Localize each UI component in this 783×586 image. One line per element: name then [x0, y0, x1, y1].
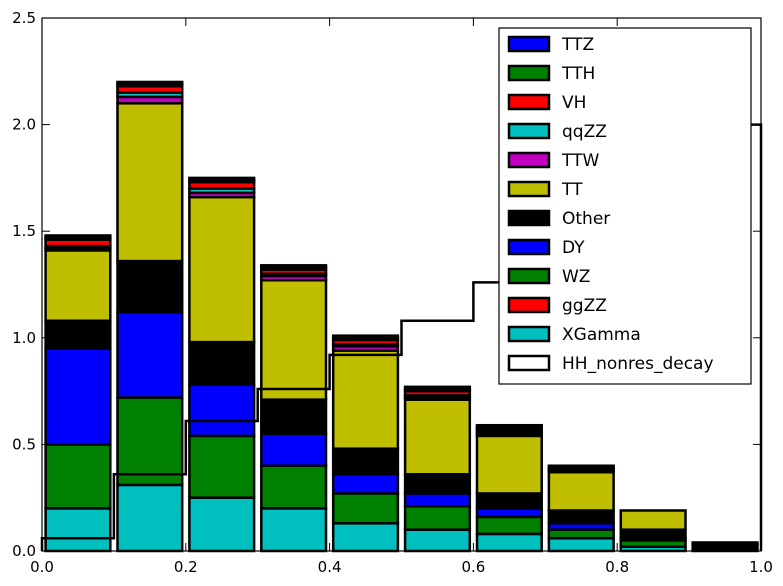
bar-segment-tt-bin-4 — [331, 349, 400, 450]
bar-segment-dy-bin-3 — [260, 432, 328, 467]
bars-layer — [44, 80, 759, 553]
bar-segment-other-bin-4 — [331, 447, 400, 476]
bar-segment-xgamma-bin-0 — [44, 507, 112, 553]
y-tick-label: 2.0 — [12, 116, 36, 134]
legend-label-xgamma: XGamma — [562, 325, 641, 345]
y-tick-label: 0.0 — [12, 542, 36, 560]
bar-segment-ttz-bin-4 — [331, 334, 400, 340]
legend-swatch-ttw — [507, 151, 551, 169]
bar-segment-dy-bin-4 — [331, 472, 400, 495]
x-tick-label: 0.4 — [318, 558, 342, 576]
bar-segment-wz-bin-0 — [44, 443, 112, 510]
bar-segment-tt-bin-2 — [188, 195, 256, 344]
bar-segment-tt-bin-8 — [619, 509, 687, 531]
legend-swatch-tt — [507, 180, 551, 198]
legend-label-ttz: TTZ — [561, 35, 594, 55]
y-tick-label: 0.5 — [12, 435, 36, 453]
legend-swatch-wz — [507, 267, 551, 285]
bar-segment-wz-bin-2 — [188, 434, 256, 499]
legend-swatch-hh_nonres_decay — [507, 354, 551, 372]
bar-segment-tt-bin-5 — [403, 398, 472, 476]
legend-label-vh: VH — [562, 93, 586, 113]
bar-segment-xgamma-bin-4 — [331, 522, 400, 553]
legend-label-qqzz: qqZZ — [562, 122, 607, 142]
bar-segment-other-bin-2 — [188, 340, 256, 386]
bar-segment-xgamma-bin-6 — [475, 532, 543, 553]
bar-segment-other-bin-1 — [116, 259, 184, 314]
bar-segment-other-bin-8 — [619, 528, 687, 540]
bar-segment-xgamma-bin-5 — [403, 528, 472, 553]
legend-label-dy: DY — [562, 238, 585, 258]
legend-swatch-tth — [507, 64, 551, 82]
y-tick-label: 1.0 — [12, 329, 36, 347]
bar-segment-wz-bin-7 — [547, 528, 615, 540]
legend-swatch-ggzz — [507, 296, 551, 314]
bar-segment-wz-bin-5 — [403, 504, 472, 531]
x-tick-label: 1.0 — [749, 558, 773, 576]
legend-label-hh_nonres_decay: HH_nonres_decay — [562, 354, 714, 374]
bar-segment-wz-bin-1 — [116, 396, 184, 487]
bar-segment-tt-bin-9 — [691, 541, 759, 546]
bar-segment-tt-bin-0 — [44, 249, 112, 322]
bar-segment-tth-bin-7 — [547, 464, 615, 470]
bar-segment-other-bin-0 — [44, 319, 112, 350]
y-tick-label: 2.5 — [12, 9, 36, 27]
bar-segment-xgamma-bin-2 — [188, 496, 256, 553]
bar-segment-xgamma-bin-3 — [260, 507, 328, 553]
bar-segment-dy-bin-1 — [116, 310, 184, 399]
axis-ticks: 0.0 0.2 0.4 0.6 0.8 1.0 0.0 0.5 1.0 1.5 2.0 2.5 — [12, 9, 773, 576]
bar-segment-wz-bin-3 — [260, 464, 328, 510]
bar-segment-tt-bin-1 — [116, 102, 184, 263]
bar-segment-ttz-bin-1 — [116, 80, 184, 86]
bar-segment-other-bin-7 — [547, 509, 615, 525]
legend-box — [498, 27, 752, 385]
bar-segment-dy-bin-2 — [188, 383, 256, 438]
bar-segment-xgamma-bin-1 — [116, 483, 184, 553]
bar-segment-ttz-bin-5 — [403, 385, 472, 391]
bar-segment-other-bin-5 — [403, 472, 472, 495]
legend-label-wz: WZ — [562, 267, 590, 287]
legend-label-tth: TTH — [561, 64, 595, 84]
x-tick-label: 0.0 — [30, 558, 54, 576]
bar-segment-tt-bin-7 — [547, 470, 615, 512]
bar-segment-wz-bin-6 — [475, 515, 543, 536]
legend-swatch-qqzz — [507, 122, 551, 140]
x-tick-label: 0.6 — [461, 558, 485, 576]
bar-segment-dy-bin-0 — [44, 347, 112, 446]
bar-segment-ttz-bin-3 — [260, 264, 328, 269]
bar-segment-ttz-bin-2 — [188, 176, 256, 182]
legend: TTZ TTH VH qqZZ TTW TT Other DY WZ ggZZ XGamma HH_n… — [498, 27, 752, 385]
bar-segment-dy-bin-6 — [475, 507, 543, 519]
x-tick-label: 0.8 — [605, 558, 629, 576]
x-tick-label: 0.2 — [174, 558, 198, 576]
bar-segment-dy-bin-5 — [403, 492, 472, 508]
plot-frame — [41, 17, 762, 552]
legend-swatch-vh — [507, 93, 551, 111]
bar-segment-other-bin-3 — [260, 398, 328, 435]
legend-swatch-dy — [507, 238, 551, 256]
legend-swatch-other — [507, 209, 551, 227]
legend-label-tt: TT — [561, 180, 583, 200]
legend-swatch-ttz — [507, 35, 551, 53]
legend-label-ggzz: ggZZ — [562, 296, 607, 316]
bar-segment-xgamma-bin-7 — [547, 536, 615, 553]
bar-segment-tt-bin-6 — [475, 434, 543, 495]
bar-segment-wz-bin-4 — [331, 492, 400, 525]
bar-segment-tt-bin-3 — [260, 278, 328, 401]
legend-swatch-xgamma — [507, 325, 551, 343]
y-tick-label: 1.5 — [12, 222, 36, 240]
legend-label-other: Other — [562, 209, 610, 229]
legend-label-ttw: TTW — [561, 151, 599, 171]
bar-segment-other-bin-6 — [475, 492, 543, 510]
bar-segment-ttz-bin-6 — [475, 423, 543, 429]
bar-segment-ttz-bin-0 — [44, 234, 112, 239]
